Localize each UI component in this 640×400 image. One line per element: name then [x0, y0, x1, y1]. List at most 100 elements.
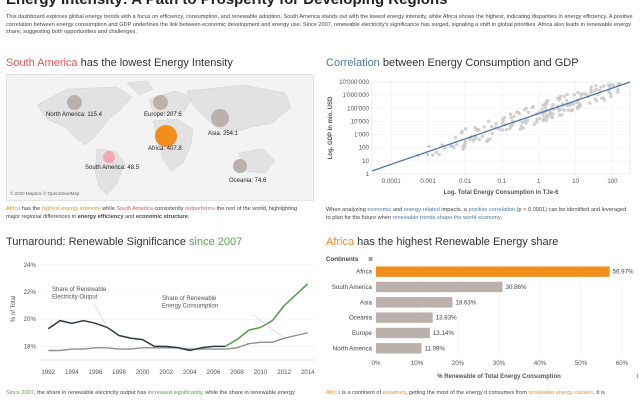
line-chart[interactable]: 24% 22% 20% 18% 1992 1994 1996 1998 2000 2002 2004…: [4, 252, 320, 386]
asia-label: Asia: 254.1: [208, 131, 239, 137]
north-america-bubble[interactable]: [67, 95, 82, 110]
asia-bubble[interactable]: [211, 109, 229, 127]
cap-africa: Africa: [6, 206, 21, 212]
scatter-point: [524, 106, 529, 110]
scatter-point: [463, 139, 468, 144]
renewable-electricity-line-since-2007: [224, 283, 309, 348]
scatter-point: [597, 88, 602, 92]
scatter-point: [463, 127, 468, 131]
scatter-heading-highlight: Correlation: [326, 57, 380, 69]
scatter-point: [565, 98, 569, 103]
scatter-x-axis-label: Log. Total Energy Consumption in TJe-6: [444, 190, 560, 196]
line-x-tick-label: 1992: [41, 369, 55, 376]
dashboard-title: Energy Intensity: A Path to Prosperity f…: [6, 0, 447, 8]
scatter-point: [602, 98, 607, 102]
scatter-point: [611, 83, 616, 88]
scatter-point: [584, 92, 588, 97]
scatter-x-tick-label: 10: [572, 178, 579, 185]
line-x-tick-label: 2012: [277, 369, 291, 376]
europe-bubble[interactable]: [153, 95, 168, 110]
bar-x-tick-label: 10%: [411, 360, 424, 367]
scatter-point: [545, 101, 549, 106]
scatter-point: [476, 128, 480, 132]
cap-energy-efficiency: energy efficiency: [77, 213, 124, 220]
scatter-point: [593, 88, 597, 92]
scatter-point: [485, 139, 490, 143]
scatter-point: [473, 125, 477, 130]
bar-south-america: [376, 281, 503, 293]
scatter-point: [588, 91, 593, 95]
scatter-point: [522, 120, 526, 124]
scatter-y-axis-label: Log. GDP in mio. USD: [328, 96, 334, 159]
bar-heading: Africa has the highest Renewable Energy …: [326, 236, 558, 248]
line-x-tick-label: 2004: [183, 369, 197, 376]
africa-bubble[interactable]: [155, 125, 177, 147]
sort-icon: ≣: [636, 371, 638, 380]
scatter-point: [425, 152, 430, 157]
scatter-point: [459, 130, 464, 135]
scatter-point: [576, 91, 580, 95]
annotation-line: Electricity Output: [52, 295, 98, 301]
scatter-point: [544, 118, 549, 123]
scatter-point: [541, 112, 545, 117]
scatter-point: [512, 114, 516, 119]
scatter-point: [443, 146, 447, 150]
line-annotation-consumption: Share of Renewable Energy Consumption: [162, 296, 218, 310]
scatter-point: [616, 90, 620, 94]
scatter-y-tick-label: 100: [359, 145, 370, 152]
scatter-point: [500, 128, 505, 132]
scatter-point: [477, 137, 482, 142]
scatter-point: [532, 122, 537, 126]
bar-value-label: 13.14%: [433, 330, 454, 337]
cap-renewable-trends: renewable trends shape the world economy: [392, 214, 501, 221]
cap-extremes: extremes: [382, 390, 406, 396]
scatter-y-tick-label: 10'000: [351, 118, 370, 125]
bar-x-tick-label: 50%: [575, 360, 588, 367]
scatter-point: [427, 144, 431, 148]
scatter-point: [551, 102, 555, 107]
scatter-point: [518, 127, 522, 131]
line-x-tick-label: 2010: [254, 369, 268, 376]
annotation-leader: [93, 303, 108, 328]
scatter-x-tick-label: 0.01: [459, 178, 472, 185]
map-heading: South America has the lowest Energy Inte…: [6, 57, 233, 69]
cap-text: .: [187, 213, 190, 220]
scatter-point: [508, 126, 512, 131]
world-map[interactable]: North America: 115.4 Europe: 207.6 Asia:…: [6, 74, 314, 201]
line-heading-highlight: since 2007: [189, 236, 243, 248]
bar-category-label: Oceania: [349, 315, 373, 322]
scatter-point: [562, 108, 566, 112]
annotation-leader: [251, 313, 285, 339]
asia-landmass: [186, 84, 292, 134]
bar-x-tick-label: 0%: [372, 360, 381, 367]
line-x-tick-label: 1998: [112, 369, 126, 376]
line-x-tick-label: 1994: [65, 369, 79, 376]
oceania-bubble[interactable]: [233, 159, 247, 173]
scatter-y-tick-label: 1'000: [354, 132, 370, 139]
bar-chart[interactable]: Continents ≣ 0% 10% 20% 30% 40% 50% 60% Africa 56.…: [322, 252, 638, 386]
bar-caption: Africa is a continent of extremes, getti…: [326, 390, 638, 398]
scatter-point: [599, 85, 603, 89]
scatter-point: [540, 107, 544, 111]
line-heading: Turnaround: Renewable Significance since…: [6, 236, 242, 248]
scatter-x-tick-label: 0.1: [498, 178, 507, 185]
scatter-point: [500, 121, 505, 126]
line-x-tick-label: 2006: [207, 369, 221, 376]
bar-africa: [376, 266, 610, 277]
scatter-point: [600, 96, 604, 100]
scatter-point: [558, 113, 562, 117]
bar-x-tick-label: 40%: [534, 360, 547, 367]
scatter-point: [609, 94, 613, 99]
scatter-chart[interactable]: 0.0001 0.001 0.01 0.1 1 10 100 10'000'000 1'000'…: [322, 74, 638, 202]
south-america-bubble[interactable]: [103, 151, 115, 163]
cap-south-america: South America: [116, 206, 153, 212]
map-heading-rest: has the lowest Energy Intensity: [77, 57, 233, 69]
cap-text: the rest of the world, highlighting majo…: [6, 206, 298, 220]
bar-category-label: North America: [333, 345, 373, 352]
scatter-point: [602, 84, 606, 88]
cap-text: and: [123, 213, 136, 220]
scatter-point: [480, 134, 485, 138]
line-y-tick-label: 24%: [24, 262, 37, 269]
scatter-point: [486, 119, 491, 123]
line-y-axis-label: % of Total: [11, 296, 17, 322]
